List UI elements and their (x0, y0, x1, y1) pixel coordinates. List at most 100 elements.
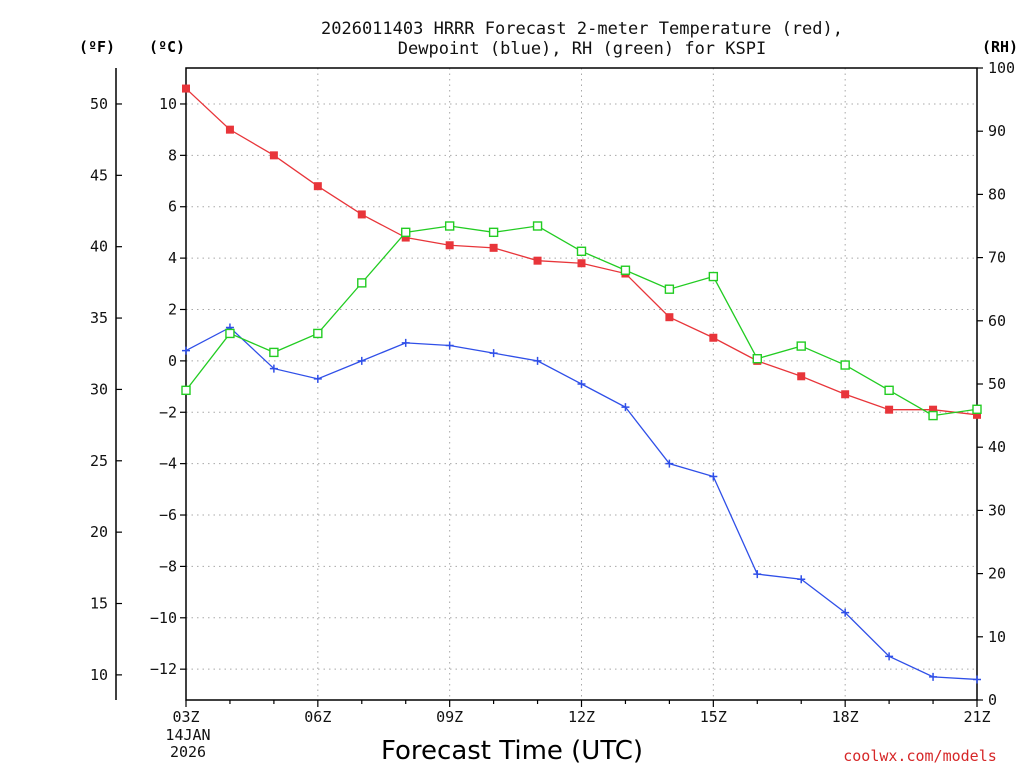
celsius-unit-label: (ºC) (149, 38, 185, 56)
fahrenheit-tick-label: 45 (90, 166, 108, 184)
series-temperature (182, 84, 981, 419)
dewpoint-point (577, 380, 586, 388)
dewpoint-point (973, 675, 981, 684)
rh-point (181, 385, 191, 396)
rh-point (840, 360, 850, 370)
fahrenheit-tick-label: 25 (90, 452, 108, 470)
fahrenheit-tick-label: 15 (90, 595, 108, 613)
rh-tick-label: 90 (988, 122, 1006, 140)
rh-tick-label: 30 (988, 501, 1006, 519)
celsius-tick-label: 6 (168, 198, 177, 216)
temperature-point (313, 182, 322, 191)
x-axis-label: Forecast Time (UTC) (381, 736, 643, 766)
start-year-label: 2026 (170, 743, 206, 761)
rh-point (752, 354, 762, 364)
temperature-point (841, 390, 850, 399)
chart-title-line2: Dewpoint (blue), RH (green) for KSPI (398, 39, 766, 59)
fahrenheit-tick-label: 30 (90, 380, 108, 398)
rh-tick-label: 50 (988, 375, 1006, 393)
celsius-tick-label: −2 (159, 403, 177, 421)
rh-unit-label: (RH) (982, 38, 1018, 56)
dewpoint-point (489, 349, 498, 358)
dewpoint-point (269, 364, 278, 373)
axes: 1086420−2−4−6−8−10−125045403530252015101… (90, 59, 1015, 726)
rh-point (313, 328, 323, 339)
celsius-tick-label: 2 (168, 300, 177, 318)
temperature-point (357, 210, 366, 219)
celsius-tick-label: −8 (159, 557, 177, 575)
celsius-tick-label: 8 (168, 146, 177, 164)
dewpoint-point (665, 459, 674, 468)
fahrenheit-tick-label: 50 (90, 95, 108, 113)
x-tick-label: 15Z (700, 708, 727, 726)
celsius-tick-label: 10 (159, 95, 177, 113)
fahrenheit-tick-label: 10 (90, 666, 108, 684)
temperature-point (489, 243, 498, 252)
rh-point (225, 328, 235, 339)
temperature-point (665, 313, 674, 322)
celsius-tick-label: 4 (168, 249, 177, 267)
temperature-point (533, 256, 542, 265)
dewpoint-point (841, 608, 850, 617)
fahrenheit-tick-label: 20 (90, 523, 108, 541)
rh-point (444, 221, 455, 231)
celsius-tick-label: −10 (150, 609, 177, 627)
dewpoint-point (182, 346, 190, 355)
rh-point (269, 347, 279, 358)
dewpoint-point (797, 575, 806, 584)
x-tick-label: 06Z (304, 708, 331, 726)
x-tick-label: 21Z (963, 708, 990, 726)
fahrenheit-unit-label: (ºF) (79, 38, 115, 56)
fahrenheit-tick-label: 35 (90, 309, 108, 327)
rh-tick-label: 60 (988, 312, 1006, 330)
dewpoint-point (929, 672, 938, 681)
rh-point (664, 284, 675, 294)
dewpoint-point (357, 356, 366, 365)
celsius-tick-label: 0 (168, 352, 177, 370)
fahrenheit-tick-label: 40 (90, 238, 108, 256)
dewpoint-point (533, 356, 542, 365)
rh-point (884, 385, 894, 396)
dewpoint-point (753, 570, 762, 579)
series-dewpoint (182, 323, 981, 684)
grid-lines (186, 68, 977, 700)
rh-point (576, 246, 587, 256)
series-rh (181, 221, 982, 421)
temperature-point (445, 241, 454, 250)
dewpoint-point (621, 403, 630, 412)
celsius-tick-label: −12 (150, 660, 177, 678)
chart-title-line1: 2026011403 HRRR Forecast 2-meter Tempera… (321, 19, 843, 39)
rh-point (972, 404, 982, 414)
x-tick-label: 18Z (832, 708, 859, 726)
rh-tick-label: 80 (988, 185, 1006, 203)
temperature-point (225, 125, 234, 134)
rh-point (928, 410, 938, 421)
rh-tick-label: 40 (988, 438, 1006, 456)
rh-point (620, 265, 631, 275)
rh-point (488, 227, 499, 238)
dewpoint-point (401, 338, 410, 347)
rh-point (708, 271, 719, 282)
dewpoint-point (313, 374, 322, 383)
rh-point (401, 227, 411, 238)
rh-point (796, 341, 806, 351)
rh-tick-label: 100 (988, 59, 1015, 77)
rh-point (357, 278, 367, 288)
temperature-point (182, 84, 190, 93)
rh-tick-label: 20 (988, 565, 1006, 583)
temperature-point (269, 151, 278, 160)
start-date-label: 14JAN (165, 726, 210, 744)
dewpoint-point (709, 472, 718, 481)
credit-label: coolwx.com/models (843, 747, 997, 765)
dewpoint-point (885, 652, 894, 661)
dewpoint-point (445, 341, 454, 350)
temperature-point (885, 405, 894, 414)
rh-point (532, 221, 543, 231)
celsius-tick-label: −6 (159, 506, 177, 524)
temperature-point (797, 372, 806, 381)
series-layer (181, 84, 982, 684)
celsius-tick-label: −4 (159, 455, 177, 473)
rh-tick-label: 0 (988, 691, 997, 709)
x-tick-label: 03Z (172, 708, 199, 726)
